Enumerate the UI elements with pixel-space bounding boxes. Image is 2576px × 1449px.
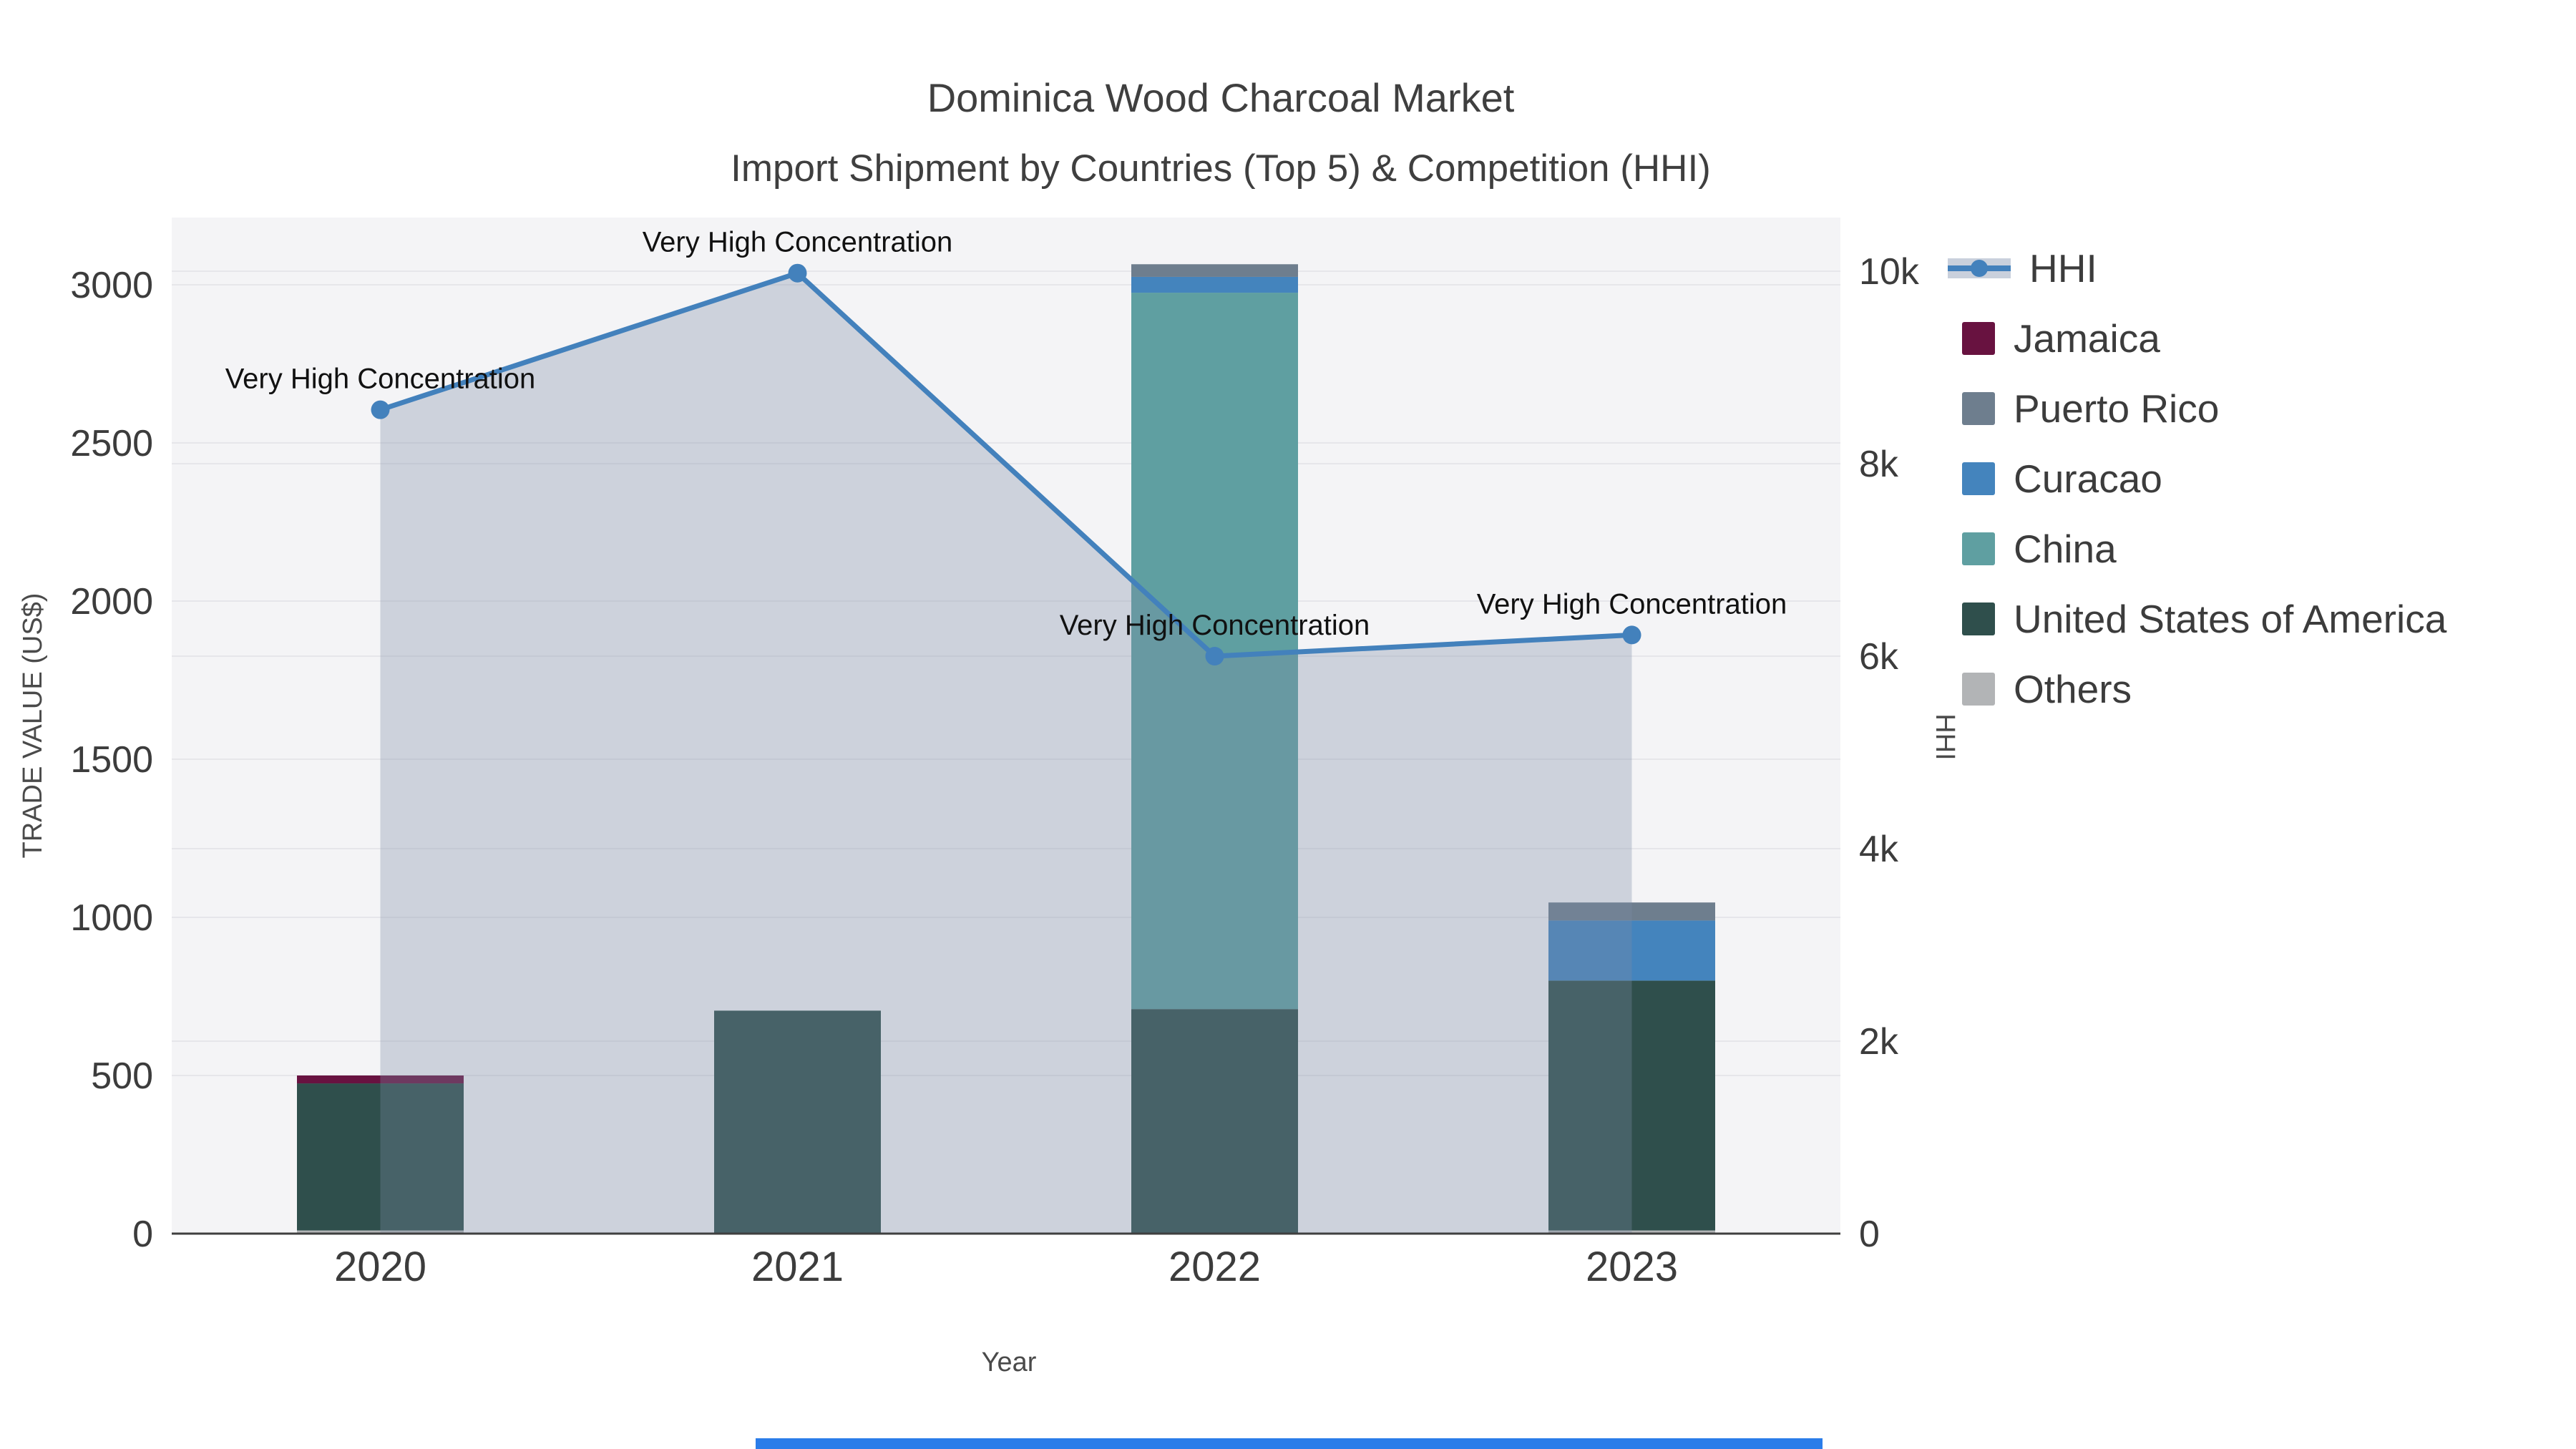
bar-segment-curacao (1548, 920, 1715, 981)
right-axis-title: HHI (1930, 713, 1960, 760)
left-tick-label: 1500 (70, 739, 153, 781)
annotation-2023: Very High Concentration (1477, 588, 1787, 620)
bar-segment-curacao (1131, 276, 1298, 293)
bottom-blue-bar (756, 1438, 1823, 1449)
legend-color-swatch (1962, 673, 1995, 706)
x-tick-label: 2021 (751, 1244, 844, 1290)
bar-segment-puerto-rico (1131, 264, 1298, 277)
hhi-area-fill (380, 273, 1632, 1234)
legend-label: HHI (2029, 246, 2097, 291)
bar-segment-others (1548, 1230, 1715, 1234)
legend-label: United States of America (2014, 597, 2447, 641)
hhi-marker (788, 263, 807, 283)
x-tick-label: 2023 (1586, 1244, 1678, 1290)
legend: HHI Jamaica Puerto Rico Curacao China United … (1948, 233, 2446, 724)
bar-segment-united-states-of-america (714, 1010, 881, 1234)
annotation-2020: Very High Concentration (225, 364, 536, 395)
hhi-line (379, 270, 1632, 659)
hhi-marker (1205, 647, 1224, 665)
legend-item-puerto-rico: Puerto Rico (1948, 374, 2446, 444)
hhi-marker (371, 400, 390, 419)
annotation-2022: Very High Concentration (1060, 610, 1370, 641)
annotation-2021: Very High Concentration (643, 227, 953, 258)
left-tick-label: 1000 (70, 897, 153, 939)
bar-segment-united-states-of-america (297, 1083, 464, 1231)
x-tick-label: 2022 (1169, 1244, 1261, 1290)
bar-segment-jamaica (297, 1075, 464, 1084)
right-tick-label: 4k (1859, 829, 1899, 870)
legend-label: Jamaica (2014, 316, 2160, 361)
right-tick-label: 6k (1859, 636, 1899, 678)
legend-color-swatch (1962, 462, 1995, 495)
right-tick-label: 8k (1859, 444, 1899, 485)
right-tick-label: 10k (1859, 251, 1920, 293)
bar-segment-united-states-of-america (1548, 980, 1715, 1231)
bar-segment-united-states-of-america (1131, 1009, 1298, 1234)
chart-title: Dominica Wood Charcoal Market (927, 75, 1515, 120)
bar-segment-puerto-rico (1548, 902, 1715, 921)
legend-color-swatch (1962, 532, 1995, 565)
legend-label: Curacao (2014, 457, 2162, 501)
x-tick-label: 2020 (334, 1244, 426, 1290)
legend-label: Others (2014, 667, 2132, 711)
legend-color-swatch (1962, 322, 1995, 355)
legend-item-hhi: HHI (1948, 233, 2446, 303)
legend-item-china: China (1948, 514, 2446, 584)
left-tick-label: 3000 (70, 265, 153, 306)
legend-item-united-states-of-america: United States of America (1948, 584, 2446, 654)
left-tick-label: 0 (132, 1214, 153, 1255)
left-tick-label: 2000 (70, 581, 153, 623)
chart-subtitle: Import Shipment by Countries (Top 5) & C… (731, 147, 1711, 190)
x-axis-title: Year (982, 1347, 1037, 1377)
right-tick-label: 2k (1859, 1021, 1899, 1063)
right-tick-label: 0 (1859, 1214, 1880, 1255)
hhi-marker (1622, 625, 1641, 645)
hhi-line-swatch-icon (1948, 258, 2011, 278)
legend-label: China (2014, 527, 2117, 571)
bar-segment-others (297, 1230, 464, 1234)
legend-item-curacao: Curacao (1948, 444, 2446, 514)
legend-item-others: Others (1948, 654, 2446, 724)
left-axis-title: TRADE VALUE (US$) (18, 593, 48, 859)
left-tick-label: 500 (91, 1055, 153, 1097)
legend-item-jamaica: Jamaica (1948, 303, 2446, 374)
legend-label: Puerto Rico (2014, 386, 2220, 431)
legend-color-swatch (1962, 392, 1995, 425)
left-tick-label: 2500 (70, 423, 153, 464)
legend-color-swatch (1962, 602, 1995, 635)
